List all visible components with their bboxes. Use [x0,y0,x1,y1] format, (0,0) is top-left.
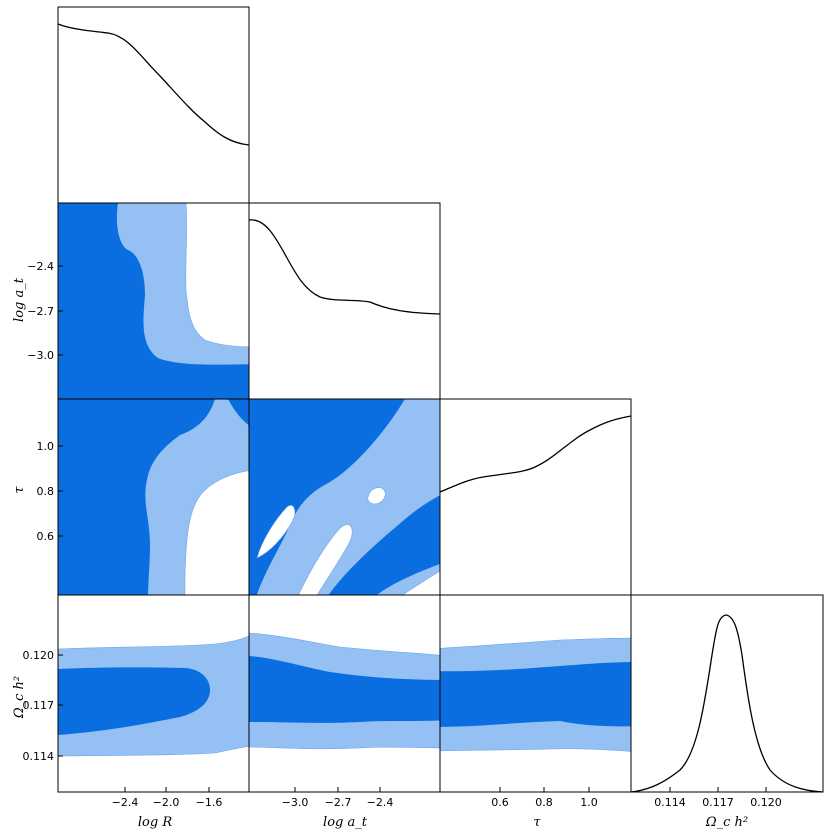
ylabel-tau: τ [12,486,27,494]
xtick-tau-1: 0.6 [491,796,509,809]
xtick-omch2-1: 0.114 [654,796,686,809]
ytick-omch2-2: 0.117 [23,699,55,712]
ytick-omch2-1: 0.120 [23,649,55,662]
xtick-tau-2: 0.8 [535,796,553,809]
contour-68-logat-logR [58,203,249,399]
ytick-logat-2: −2.7 [27,305,54,318]
panel-omch2-vs-tau [439,594,632,793]
contour-68-omch2-logat [249,656,440,723]
xtick-logat-1: −3.0 [282,796,309,809]
marginal-curve-tau [439,415,632,493]
ytick-logat-1: −2.4 [27,260,54,273]
contour-hole-1 [256,505,296,559]
ytick-tau-3: 0.6 [37,530,55,543]
xtick-logR-2: −2.0 [153,796,180,809]
ytick-logat-3: −3.0 [27,349,54,362]
contour-hole-4 [401,570,440,595]
xtick-logat-3: −2.4 [367,796,394,809]
xtick-omch2-2: 0.117 [702,796,734,809]
contour-68-tau-logat [249,399,440,595]
panel-omch2-vs-logat [248,594,441,793]
ytick-tau-2: 0.8 [37,485,55,498]
ytick-omch2-3: 0.114 [23,750,55,763]
panel-logat-1d [248,202,441,400]
tick-marks [58,265,767,792]
marginal-curve-logR [57,23,250,146]
ylabel-logat: log a_t [12,277,27,322]
xlabel-omch2: Ω_c h² [705,815,748,830]
panel-tau-vs-logat [248,398,441,596]
xlabel-logat: log a_t [323,815,368,830]
xtick-logat-2: −2.7 [325,796,352,809]
marginal-curve-omch2 [630,614,824,793]
panel-omch2-vs-logR [57,594,250,793]
xlabel-logR: log R [138,815,172,830]
panel-tau-1d [439,398,632,596]
contour-hole-2 [298,524,353,595]
contour-68-tau-logR [58,399,215,595]
panel-omch2-1d [630,594,824,793]
panel-tau-vs-logR [57,398,250,596]
contour-68-omch2-logR [58,667,210,735]
contour-68-omch2-tau [440,662,631,727]
xlabel-tau: τ [533,815,541,830]
xtick-tau-3: 1.0 [580,796,598,809]
ylabel-omch2: Ω_c h² [12,676,27,719]
panel-logR-1d [57,6,250,204]
xtick-omch2-3: 0.120 [750,796,782,809]
xtick-logR-1: −2.4 [112,796,139,809]
panel-logat-vs-logR [57,202,250,400]
xtick-logR-3: −1.6 [196,796,223,809]
marginal-curve-logat [248,219,441,315]
contour-68-tau-logR-tip [228,399,249,426]
contour-hole-3 [367,487,386,505]
ytick-tau-1: 1.0 [37,440,55,453]
